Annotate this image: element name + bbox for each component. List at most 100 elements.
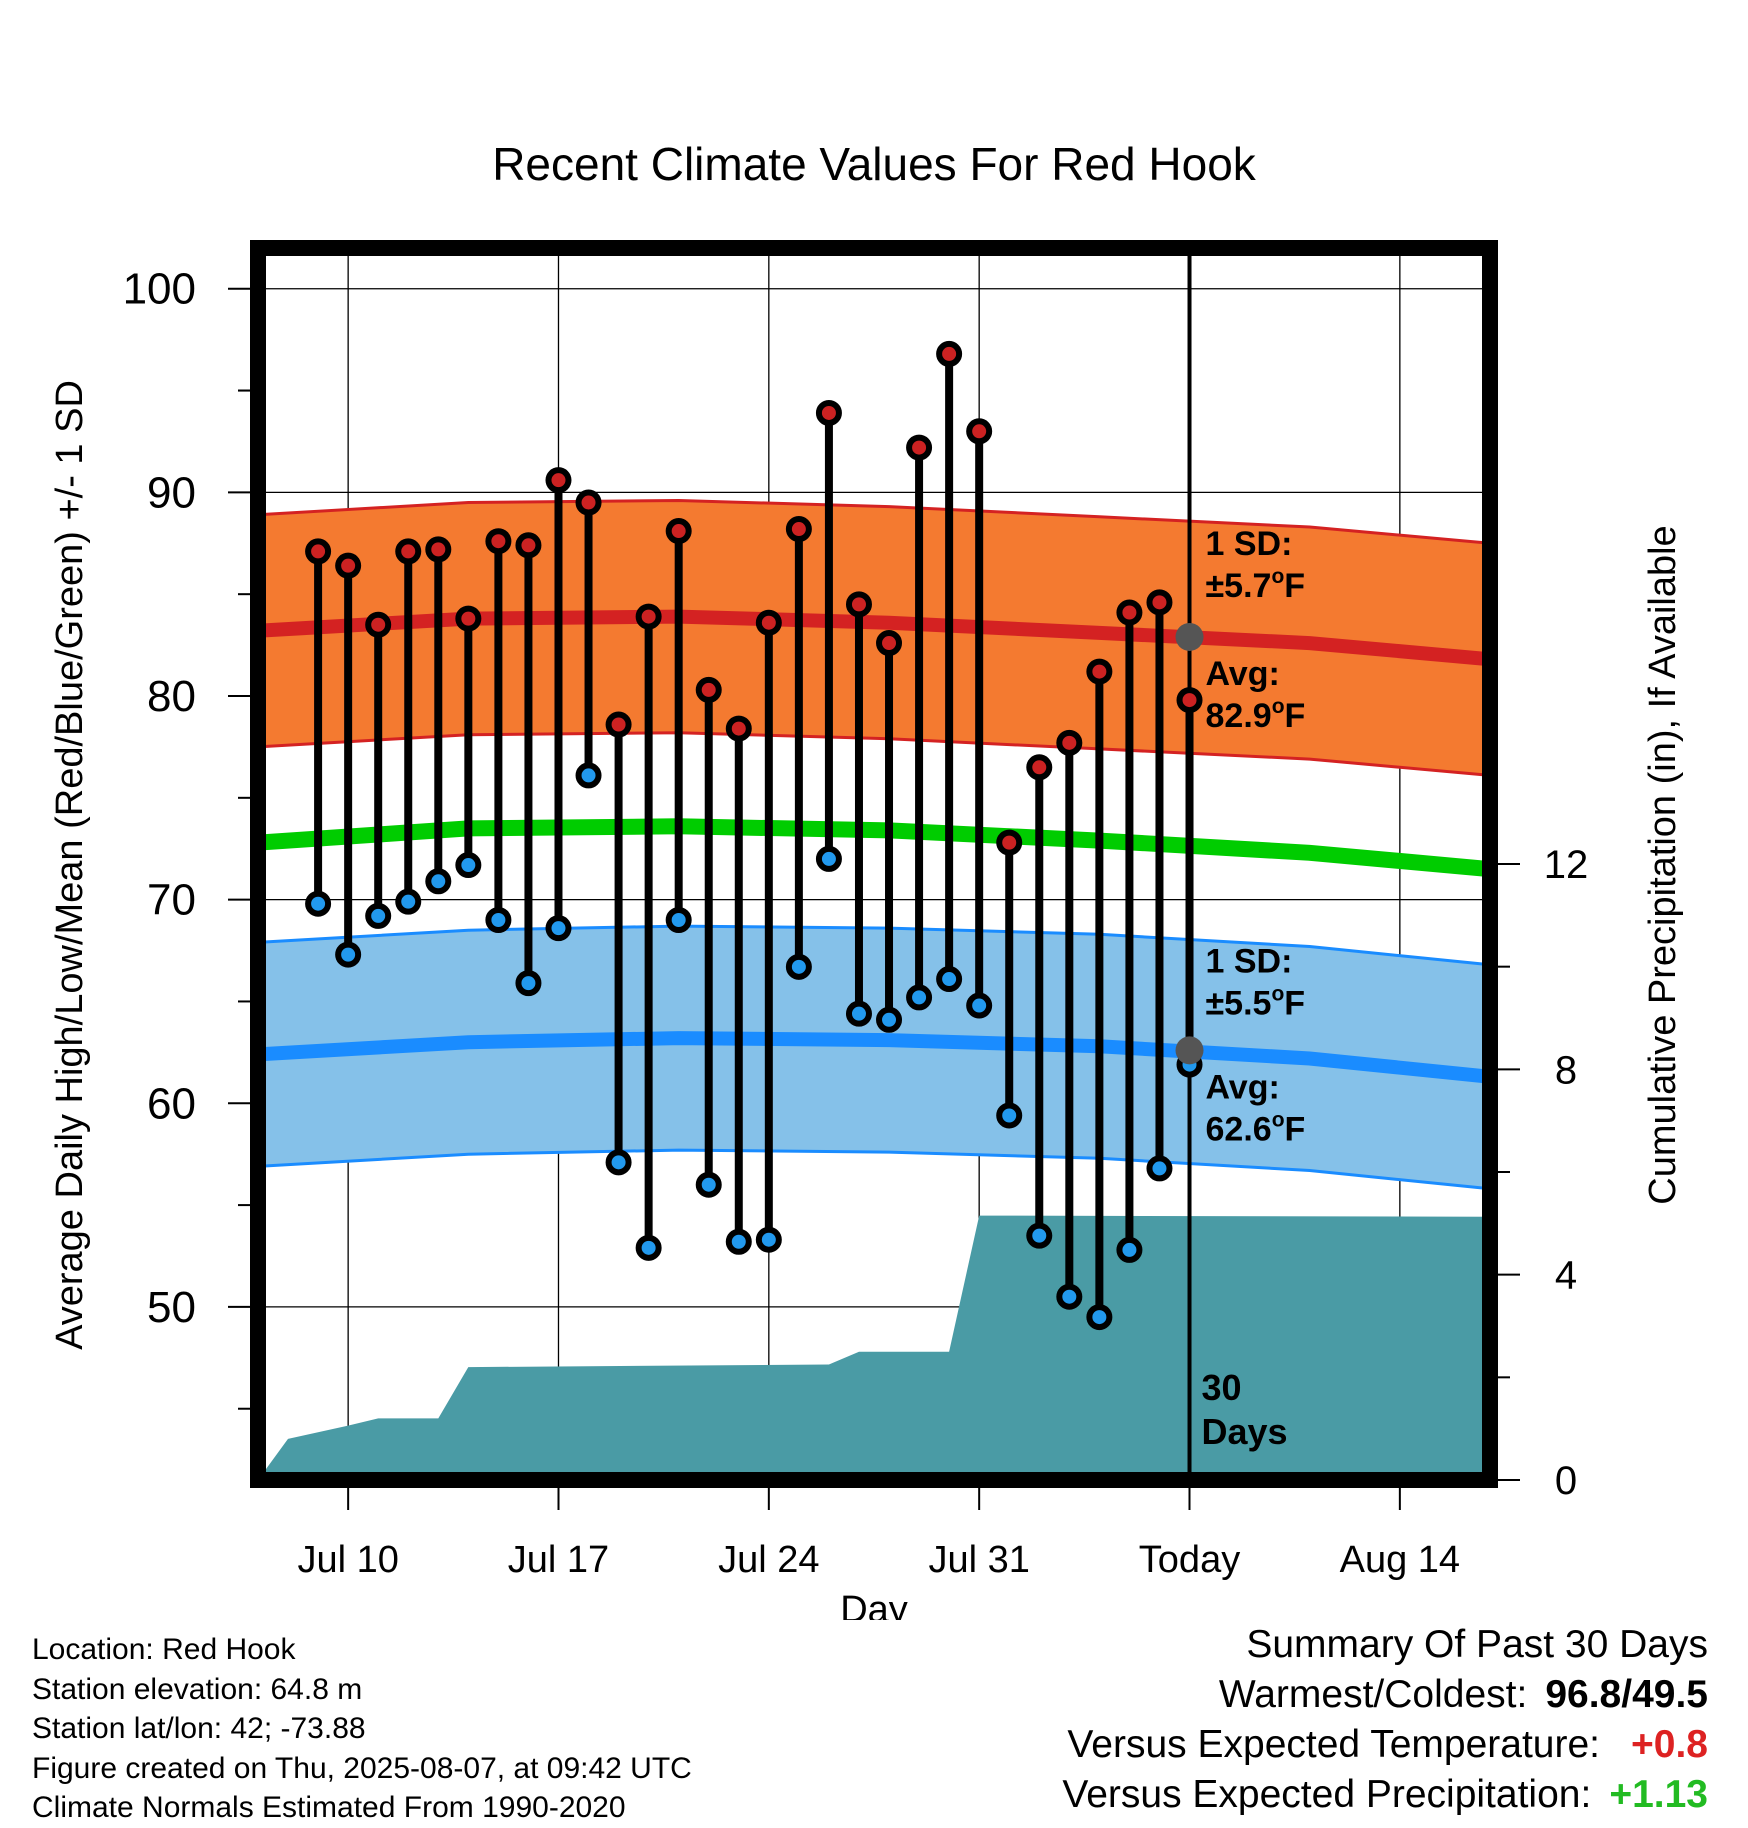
daily-high-point bbox=[425, 536, 452, 563]
plot-border bbox=[250, 240, 1498, 1488]
daily-low-point bbox=[335, 941, 362, 968]
x-tick-label: Jul 24 bbox=[718, 1539, 819, 1581]
x-tick-label: Aug 14 bbox=[1340, 1539, 1460, 1581]
precipitation-label: Versus Expected Precipitation: bbox=[1062, 1773, 1592, 1816]
temperature-row: Versus Expected Temperature: +0.8 bbox=[1062, 1720, 1708, 1770]
daily-low-point bbox=[966, 992, 993, 1019]
days-word-label: Days bbox=[1202, 1411, 1288, 1452]
low-avg-label: Avg: bbox=[1206, 1068, 1280, 1106]
daily-low-point bbox=[665, 907, 692, 933]
y2-tick-label: 12 bbox=[1544, 843, 1589, 887]
x-axis: Jul 10 Jul 17 Jul 24 Jul 31 Today Aug 14 bbox=[297, 1488, 1460, 1581]
daily-low-point bbox=[545, 915, 572, 942]
summary-heading: Summary Of Past 30 Days bbox=[1246, 1623, 1708, 1666]
plot-frame bbox=[250, 240, 1498, 1488]
daily-high-point bbox=[635, 603, 662, 630]
daily-high-point bbox=[785, 516, 812, 543]
created-text: Figure created on Thu, 2025-08-07, at 09… bbox=[32, 1751, 692, 1785]
daily-low-point bbox=[755, 1226, 782, 1253]
location-text: Location: Red Hook bbox=[32, 1633, 296, 1666]
daily-high-point bbox=[455, 605, 482, 632]
x-tick-label: Jul 10 bbox=[297, 1539, 398, 1581]
daily-low-point bbox=[725, 1228, 752, 1255]
y-tick-label: 70 bbox=[147, 876, 196, 925]
low-sd-band bbox=[258, 926, 1490, 1189]
daily-low-point bbox=[1116, 1236, 1143, 1263]
daily-low-point bbox=[605, 1149, 632, 1176]
daily-low-point bbox=[785, 953, 812, 980]
y-tick-label: 50 bbox=[147, 1283, 196, 1332]
high-avg-value: 82.9oF bbox=[1206, 695, 1306, 735]
daily-high-point bbox=[545, 467, 572, 494]
normals-text: Climate Normals Estimated From 1990-2020 bbox=[32, 1791, 626, 1824]
station-metadata: Location: Red Hook Station elevation: 64… bbox=[32, 1630, 692, 1828]
daily-high-point bbox=[725, 715, 752, 742]
daily-low-point bbox=[515, 970, 542, 997]
low-sd-label: 1 SD: bbox=[1206, 942, 1293, 980]
daily-low-point bbox=[365, 902, 392, 929]
daily-low-point bbox=[906, 984, 933, 1011]
daily-low-point bbox=[305, 890, 332, 917]
x-axis-label: Day bbox=[840, 1589, 908, 1620]
daily-low-point bbox=[1146, 1155, 1173, 1182]
daily-high-point bbox=[695, 676, 722, 703]
y-axis-left: 50 60 70 80 90 100 bbox=[123, 265, 250, 1410]
daily-high-point bbox=[575, 489, 602, 516]
warmest-coldest-label: Warmest/Coldest: bbox=[1218, 1673, 1528, 1716]
summary-panel: Summary Of Past 30 Days Warmest/Coldest:… bbox=[1062, 1620, 1708, 1820]
normal-bands bbox=[258, 498, 1490, 1191]
daily-low-point bbox=[1086, 1304, 1113, 1331]
high-sd-value: ±5.7oF bbox=[1206, 565, 1306, 605]
daily-high-point bbox=[1116, 599, 1143, 626]
daily-high-point bbox=[665, 518, 692, 545]
low-sd-lower-edge bbox=[258, 1148, 1490, 1191]
y-tick-label: 90 bbox=[147, 468, 196, 517]
low-avg-value: 62.6oF bbox=[1206, 1108, 1306, 1148]
daily-high-point bbox=[876, 630, 903, 657]
precipitation-area bbox=[258, 1215, 1490, 1480]
latlon-text: Station lat/lon: 42; -73.88 bbox=[32, 1712, 366, 1745]
x-tick-label: Jul 31 bbox=[928, 1539, 1029, 1581]
daily-low-point bbox=[845, 1000, 872, 1027]
daily-low-point bbox=[395, 888, 422, 915]
daily-low-point bbox=[575, 762, 602, 789]
y-axis-right: 0 4 8 12 bbox=[1498, 843, 1588, 1503]
daily-high-point bbox=[395, 538, 422, 565]
daily-high-point bbox=[365, 611, 392, 638]
average-markers bbox=[1175, 622, 1204, 1065]
daily-low-point bbox=[876, 1006, 903, 1033]
high-sd-upper-edge bbox=[258, 498, 1490, 545]
y-tick-label: 100 bbox=[123, 265, 196, 314]
warmest-coldest-row: Warmest/Coldest: 96.8/49.5 bbox=[1062, 1670, 1708, 1720]
daily-high-point bbox=[966, 418, 993, 445]
daily-stems bbox=[305, 340, 1203, 1331]
high-average-marker bbox=[1175, 622, 1204, 651]
daily-low-point bbox=[1026, 1222, 1053, 1249]
daily-high-point bbox=[755, 609, 782, 636]
warmest-value: 96.8 bbox=[1545, 1673, 1622, 1716]
daily-high-point bbox=[485, 528, 512, 555]
y2-tick-label: 0 bbox=[1555, 1459, 1577, 1503]
daily-high-point bbox=[1146, 589, 1173, 616]
chart-title: Recent Climate Values For Red Hook bbox=[492, 138, 1257, 190]
y2-tick-label: 4 bbox=[1555, 1254, 1577, 1298]
x-tick-label: Jul 17 bbox=[508, 1539, 609, 1581]
y2-axis-label: Cumulative Precipitation (in), If Availa… bbox=[1642, 525, 1684, 1204]
slash: / bbox=[1621, 1673, 1633, 1716]
daily-high-point bbox=[1026, 754, 1053, 781]
high-sd-label: 1 SD: bbox=[1206, 525, 1293, 563]
normal-low-line bbox=[258, 1031, 1490, 1084]
daily-low-point bbox=[1056, 1283, 1083, 1310]
daily-low-point bbox=[485, 907, 512, 933]
low-sd-value: ±5.5oF bbox=[1206, 982, 1306, 1022]
elevation-text: Station elevation: 64.8 m bbox=[32, 1672, 363, 1706]
y2-tick-label: 8 bbox=[1555, 1048, 1577, 1092]
daily-low-point bbox=[635, 1234, 662, 1261]
days-count-label: 30 bbox=[1202, 1367, 1242, 1408]
high-avg-label: Avg: bbox=[1206, 655, 1280, 693]
x-tick-label: Today bbox=[1139, 1539, 1240, 1581]
daily-high-point bbox=[845, 591, 872, 618]
daily-high-point bbox=[335, 552, 362, 579]
daily-high-point bbox=[1176, 687, 1203, 714]
